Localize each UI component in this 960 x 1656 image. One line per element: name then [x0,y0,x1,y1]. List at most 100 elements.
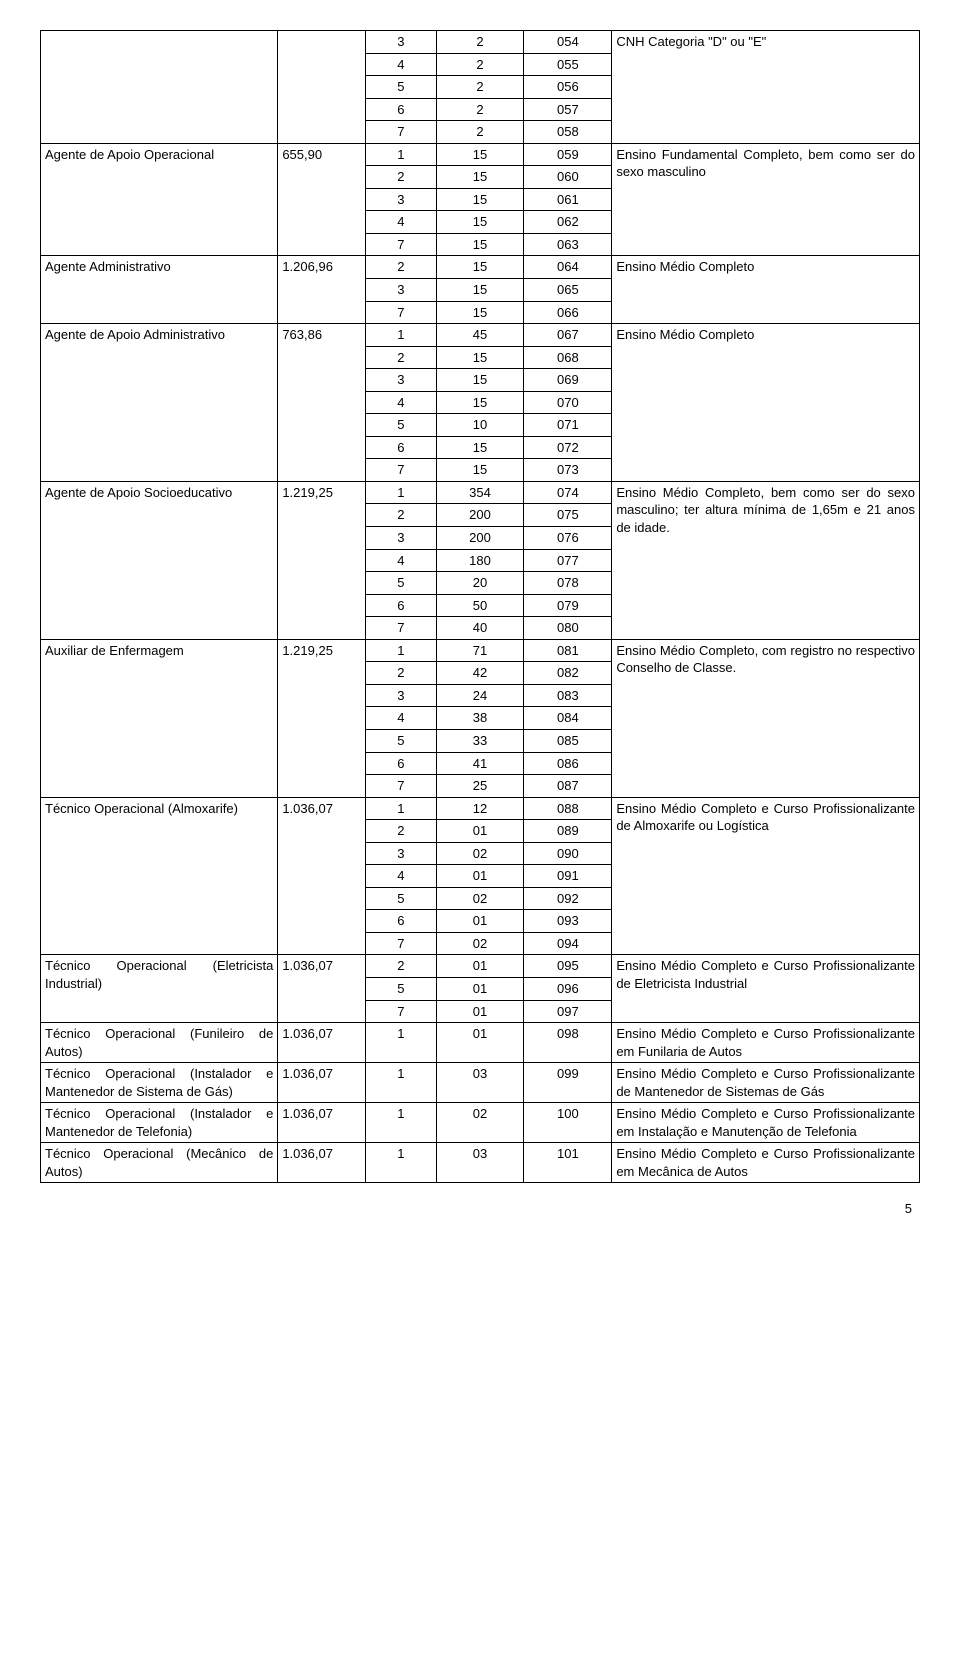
col-b-cell: 02 [436,1103,524,1143]
col-c-cell: 058 [524,121,612,144]
col-b-cell: 2 [436,53,524,76]
col-b-cell: 45 [436,324,524,347]
col-b-cell: 200 [436,504,524,527]
col-c-cell: 069 [524,369,612,392]
col-c-cell: 079 [524,594,612,617]
col-a-cell: 4 [366,391,436,414]
col-a-cell: 7 [366,233,436,256]
col-a-cell: 7 [366,301,436,324]
col-c-cell: 090 [524,842,612,865]
table-row: Agente de Apoio Operacional655,90115059E… [41,143,920,166]
col-b-cell: 2 [436,98,524,121]
role-name-cell: Técnico Operacional (Almoxarife) [41,797,278,955]
salary-cell: 763,86 [278,324,366,482]
col-b-cell: 15 [436,188,524,211]
col-c-cell: 071 [524,414,612,437]
col-c-cell: 068 [524,346,612,369]
col-a-cell: 7 [366,1000,436,1023]
col-a-cell: 5 [366,572,436,595]
col-c-cell: 077 [524,549,612,572]
col-c-cell: 060 [524,166,612,189]
col-b-cell: 2 [436,76,524,99]
col-b-cell: 10 [436,414,524,437]
col-b-cell: 01 [436,865,524,888]
col-b-cell: 03 [436,1143,524,1183]
col-b-cell: 01 [436,1000,524,1023]
col-a-cell: 6 [366,752,436,775]
col-c-cell: 083 [524,684,612,707]
role-name-cell: Agente de Apoio Operacional [41,143,278,256]
col-b-cell: 15 [436,166,524,189]
col-a-cell: 1 [366,143,436,166]
col-b-cell: 71 [436,639,524,662]
col-a-cell: 6 [366,594,436,617]
col-b-cell: 01 [436,955,524,978]
col-b-cell: 25 [436,775,524,798]
col-a-cell: 2 [366,662,436,685]
col-c-cell: 096 [524,977,612,1000]
jobs-table: 32054CNH Categoria "D" ou "E"42055520566… [40,30,920,1183]
col-c-cell: 054 [524,31,612,54]
requirement-cell: Ensino Médio Completo e Curso Profission… [612,1103,920,1143]
col-c-cell: 084 [524,707,612,730]
col-c-cell: 089 [524,820,612,843]
role-name-cell: Técnico Operacional (Mecânico de Autos) [41,1143,278,1183]
col-c-cell: 099 [524,1063,612,1103]
requirement-cell: Ensino Médio Completo, com registro no r… [612,639,920,797]
salary-cell: 1.219,25 [278,481,366,639]
page-number: 5 [40,1201,920,1216]
col-a-cell: 7 [366,932,436,955]
col-a-cell: 7 [366,121,436,144]
col-a-cell: 5 [366,414,436,437]
requirement-cell: Ensino Médio Completo [612,256,920,324]
col-b-cell: 42 [436,662,524,685]
col-a-cell: 1 [366,481,436,504]
col-a-cell: 3 [366,279,436,302]
requirement-cell: Ensino Médio Completo e Curso Profission… [612,1063,920,1103]
table-row: Técnico Operacional (Funileiro de Autos)… [41,1023,920,1063]
col-b-cell: 20 [436,572,524,595]
col-b-cell: 02 [436,932,524,955]
requirement-cell: Ensino Médio Completo e Curso Profission… [612,955,920,1023]
col-c-cell: 067 [524,324,612,347]
role-name-cell: Técnico Operacional (Instalador e Manten… [41,1063,278,1103]
requirement-cell: Ensino Médio Completo e Curso Profission… [612,1143,920,1183]
col-c-cell: 066 [524,301,612,324]
role-name-cell: Agente Administrativo [41,256,278,324]
table-row: Agente de Apoio Socioeducativo1.219,2513… [41,481,920,504]
role-name-cell: Agente de Apoio Socioeducativo [41,481,278,639]
col-a-cell: 3 [366,188,436,211]
col-a-cell: 2 [366,504,436,527]
col-b-cell: 50 [436,594,524,617]
col-b-cell: 03 [436,1063,524,1103]
col-c-cell: 063 [524,233,612,256]
col-a-cell: 2 [366,955,436,978]
col-a-cell: 3 [366,369,436,392]
col-a-cell: 5 [366,887,436,910]
col-c-cell: 087 [524,775,612,798]
col-a-cell: 4 [366,865,436,888]
col-a-cell: 3 [366,842,436,865]
col-a-cell: 5 [366,729,436,752]
col-a-cell: 4 [366,211,436,234]
col-c-cell: 062 [524,211,612,234]
table-row: Agente de Apoio Administrativo763,861450… [41,324,920,347]
col-a-cell: 2 [366,256,436,279]
col-b-cell: 15 [436,211,524,234]
salary-cell: 1.036,07 [278,1103,366,1143]
table-row: Técnico Operacional (Mecânico de Autos)1… [41,1143,920,1183]
col-c-cell: 100 [524,1103,612,1143]
salary-cell: 1.036,07 [278,955,366,1023]
col-a-cell: 1 [366,324,436,347]
col-b-cell: 12 [436,797,524,820]
col-b-cell: 354 [436,481,524,504]
col-b-cell: 01 [436,1023,524,1063]
col-a-cell: 3 [366,527,436,550]
col-c-cell: 093 [524,910,612,933]
role-name-cell: Técnico Operacional (Eletricista Industr… [41,955,278,1023]
col-a-cell: 7 [366,459,436,482]
col-c-cell: 095 [524,955,612,978]
col-a-cell: 1 [366,1023,436,1063]
salary-cell: 1.036,07 [278,1143,366,1183]
col-b-cell: 15 [436,143,524,166]
